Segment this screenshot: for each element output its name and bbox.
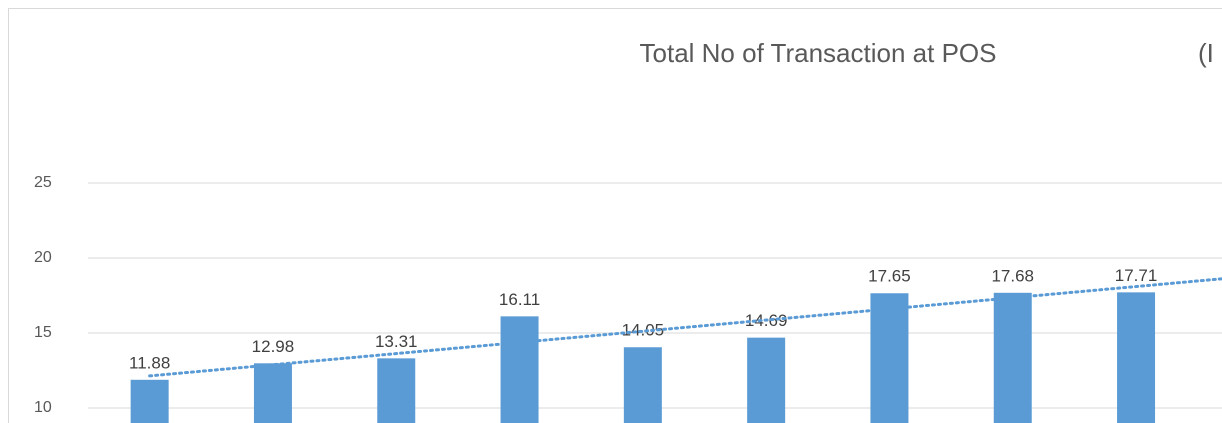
data-label: 17.68 [991, 266, 1034, 285]
chart-subtitle: (I [1198, 38, 1214, 68]
data-label: 16.11 [499, 290, 540, 309]
y-tick-label: 10 [34, 399, 52, 416]
bar [253, 363, 292, 423]
data-label: 11.88 [129, 353, 170, 372]
bar [500, 316, 539, 423]
bar [623, 347, 662, 423]
data-label: 14.05 [622, 321, 665, 340]
bar [993, 292, 1032, 423]
data-label: 12.98 [252, 337, 295, 356]
y-tick-label: 25 [34, 174, 52, 191]
bar [377, 358, 416, 423]
y-tick-label: 15 [34, 324, 52, 341]
y-tick-label: 20 [34, 249, 52, 266]
bar [130, 379, 169, 423]
chart-title: Total No of Transaction at POS [640, 38, 997, 68]
chart-frame [8, 8, 1222, 423]
data-label: 17.65 [868, 267, 911, 286]
trendline [148, 277, 1222, 378]
bar [747, 337, 786, 423]
data-label: 13.31 [375, 332, 418, 351]
bar [870, 293, 909, 423]
bar [1117, 292, 1156, 423]
data-label: 17.71 [1115, 266, 1158, 285]
